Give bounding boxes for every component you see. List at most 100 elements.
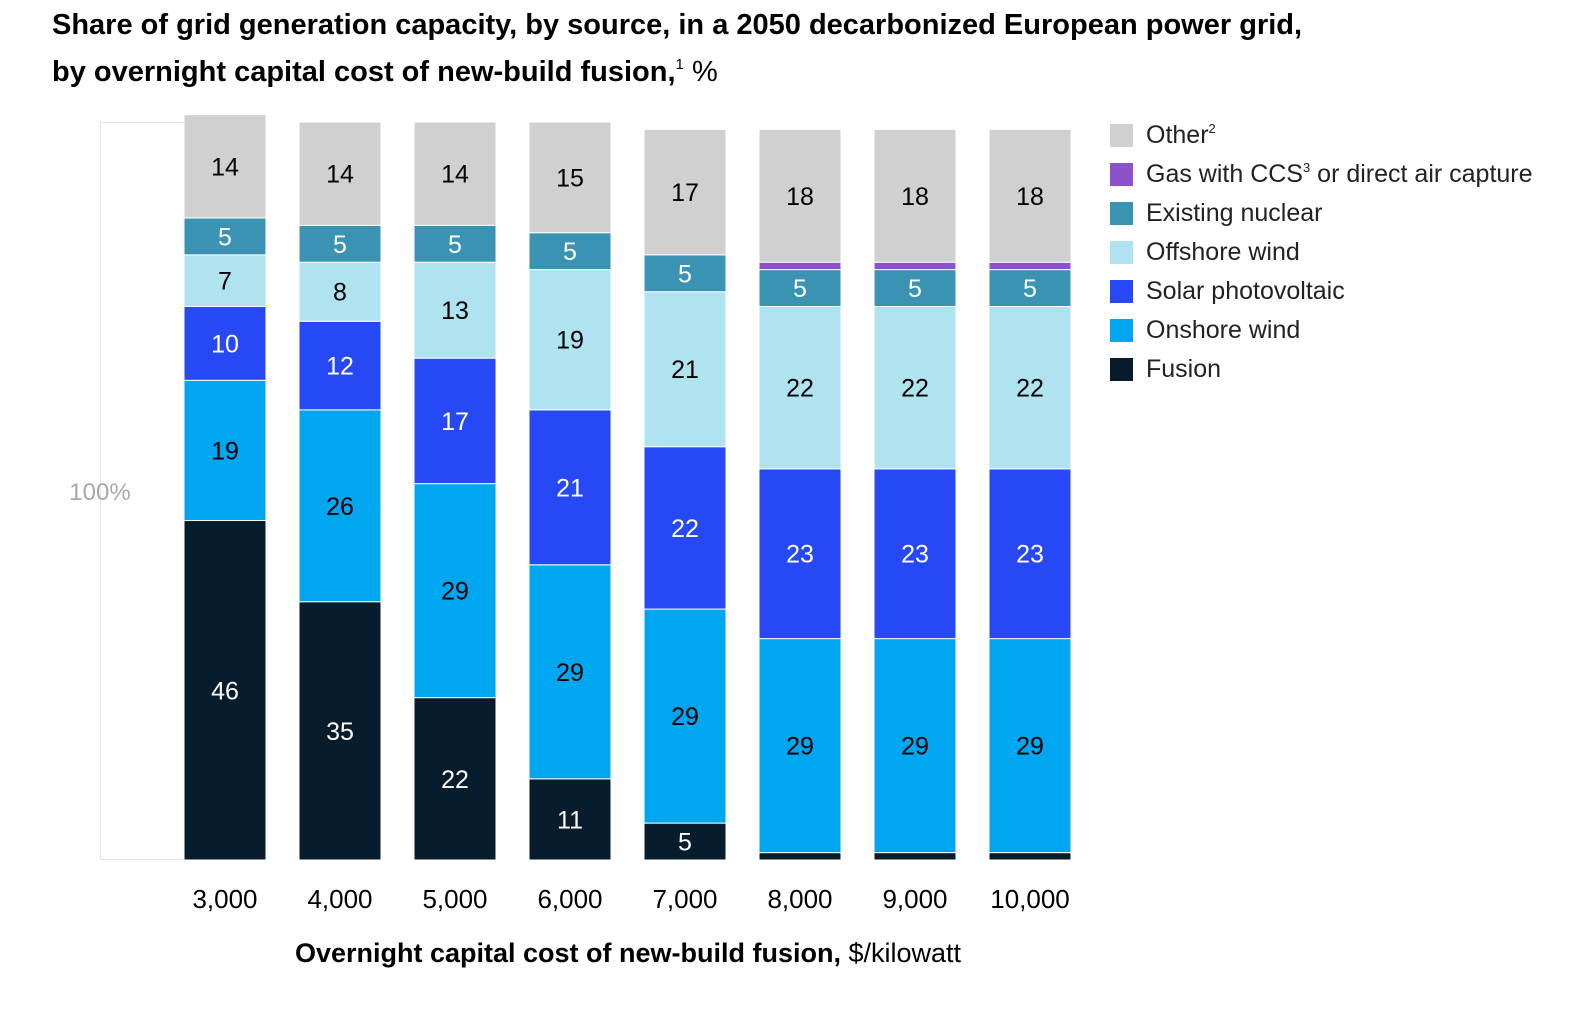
legend-swatch-gas-ccs bbox=[1110, 163, 1133, 186]
bar-offshore-wind-10-000 bbox=[988, 306, 1072, 470]
bar-other-4-000-label: 14 bbox=[326, 161, 354, 189]
bar-offshore-wind-6-000 bbox=[528, 269, 612, 411]
bar-fusion-8-000 bbox=[758, 852, 842, 861]
bar-offshore-wind-5-000-label: 13 bbox=[441, 297, 469, 325]
bar-other-10-000-label: 18 bbox=[1016, 183, 1044, 211]
legend-item-gas-ccs: Gas with CCS3 or direct air capture bbox=[1110, 155, 1533, 194]
legend-label-onshore-wind: Onshore wind bbox=[1146, 316, 1301, 344]
bar-fusion-7-000-label: 5 bbox=[678, 829, 692, 857]
bar-existing-nuclear-6-000 bbox=[528, 232, 612, 271]
bar-other-6-000 bbox=[528, 121, 612, 234]
bar-fusion-4-000 bbox=[298, 601, 382, 861]
bar-onshore-wind-3-000-label: 19 bbox=[211, 437, 239, 465]
bar-existing-nuclear-7-000 bbox=[643, 254, 727, 293]
x-axis-title-bold: Overnight capital cost of new-build fusi… bbox=[294, 938, 841, 968]
bar-onshore-wind-7-000 bbox=[643, 608, 727, 824]
bar-other-5-000 bbox=[413, 121, 497, 226]
bar-existing-nuclear-3-000-label: 5 bbox=[218, 223, 232, 251]
reference-100-label: 100% bbox=[69, 479, 130, 506]
bar-onshore-wind-8-000-label: 29 bbox=[786, 733, 814, 761]
bar-fusion-6-000-label: 11 bbox=[557, 806, 583, 834]
bar-existing-nuclear-7-000-label: 5 bbox=[678, 260, 692, 288]
bar-offshore-wind-3-000-label: 7 bbox=[218, 268, 232, 296]
legend-label-gas-ccs: Gas with CCS bbox=[1146, 160, 1303, 188]
bar-solar-photovoltaic-4-000 bbox=[298, 320, 382, 411]
x-tick-4-000: 4,000 bbox=[307, 884, 372, 914]
bar-other-7-000-label: 17 bbox=[671, 179, 699, 207]
chart-title: Share of grid generation capacity, by so… bbox=[52, 6, 1532, 92]
bar-onshore-wind-6-000-label: 29 bbox=[556, 659, 584, 687]
bar-other-5-000-label: 14 bbox=[441, 161, 469, 189]
bar-existing-nuclear-5-000 bbox=[413, 224, 497, 263]
bar-existing-nuclear-6-000-label: 5 bbox=[563, 238, 577, 266]
bar-offshore-wind-9-000-label: 22 bbox=[901, 375, 929, 403]
legend-label-offshore-wind: Offshore wind bbox=[1146, 238, 1300, 266]
legend-label-fusion: Fusion bbox=[1146, 355, 1222, 383]
bar-fusion-10-000 bbox=[988, 852, 1072, 861]
legend-label-gas-ccs-suffix: or direct air capture bbox=[1310, 160, 1533, 188]
bar-offshore-wind-4-000-label: 8 bbox=[333, 279, 347, 307]
x-axis-title-unit: $/kilowatt bbox=[848, 938, 962, 968]
title-line-2: by overnight capital cost of new-build f… bbox=[52, 56, 676, 88]
bar-other-3-000-label: 14 bbox=[211, 153, 239, 181]
bar-onshore-wind-5-000-label: 29 bbox=[441, 578, 469, 606]
legend-item-other: Other2 bbox=[1110, 116, 1533, 155]
bar-existing-nuclear-3-000 bbox=[183, 217, 267, 256]
bar-solar-photovoltaic-10-000-label: 23 bbox=[1016, 541, 1044, 569]
bar-offshore-wind-10-000-label: 22 bbox=[1016, 375, 1044, 403]
bar-existing-nuclear-4-000-label: 5 bbox=[333, 231, 347, 259]
bar-existing-nuclear-8-000-label: 5 bbox=[793, 275, 807, 303]
bar-existing-nuclear-4-000 bbox=[298, 224, 382, 263]
x-tick-6-000: 6,000 bbox=[537, 884, 602, 914]
legend-label-existing-nuclear: Existing nuclear bbox=[1146, 199, 1323, 227]
bar-solar-photovoltaic-6-000 bbox=[528, 409, 612, 566]
legend-swatch-existing-nuclear bbox=[1110, 202, 1133, 225]
bar-other-9-000 bbox=[873, 128, 957, 263]
title-footnote: 1 bbox=[675, 56, 684, 73]
bar-onshore-wind-10-000-label: 29 bbox=[1016, 733, 1044, 761]
bar-offshore-wind-4-000 bbox=[298, 261, 382, 322]
legend-label-other: Other bbox=[1146, 121, 1209, 149]
bar-onshore-wind-6-000 bbox=[528, 564, 612, 780]
bar-onshore-wind-8-000 bbox=[758, 638, 842, 854]
stacked-bar-chart: 100% 46 19 10 7 5 14 3,000 35 26 12 8 5 14 4,000 22 29 17… bbox=[69, 114, 1072, 914]
bar-onshore-wind-7-000-label: 29 bbox=[671, 703, 699, 731]
bar-fusion-3-000-label: 46 bbox=[211, 677, 239, 705]
bar-solar-photovoltaic-3-000-label: 10 bbox=[211, 330, 239, 358]
bar-existing-nuclear-10-000 bbox=[988, 269, 1072, 308]
bar-offshore-wind-6-000-label: 19 bbox=[556, 327, 584, 355]
bar-other-6-000-label: 15 bbox=[556, 164, 584, 192]
x-axis-title: Overnight capital cost of new-build fusi… bbox=[0, 938, 1256, 969]
bar-fusion-5-000-label: 22 bbox=[441, 766, 469, 794]
x-tick-8-000: 8,000 bbox=[767, 884, 832, 914]
legend-footnote-gas-ccs: 3 bbox=[1302, 160, 1311, 175]
bar-existing-nuclear-9-000-label: 5 bbox=[908, 275, 922, 303]
bar-other-8-000 bbox=[758, 128, 842, 263]
bar-offshore-wind-7-000 bbox=[643, 291, 727, 448]
bar-solar-photovoltaic-8-000 bbox=[758, 468, 842, 640]
bar-solar-photovoltaic-10-000 bbox=[988, 468, 1072, 640]
legend-swatch-other bbox=[1110, 124, 1133, 147]
bar-solar-photovoltaic-5-000 bbox=[413, 357, 497, 485]
bar-onshore-wind-9-000-label: 29 bbox=[901, 733, 929, 761]
title-unit: % bbox=[691, 56, 718, 88]
bar-offshore-wind-7-000-label: 21 bbox=[671, 356, 699, 384]
legend-item-solar-pv: Solar photovoltaic bbox=[1110, 272, 1533, 311]
bar-fusion-4-000-label: 35 bbox=[326, 718, 354, 746]
bar-offshore-wind-8-000-label: 22 bbox=[786, 375, 814, 403]
bar-solar-photovoltaic-7-000-label: 22 bbox=[671, 515, 699, 543]
bar-offshore-wind-5-000 bbox=[413, 261, 497, 359]
x-tick-5-000: 5,000 bbox=[422, 884, 487, 914]
legend-item-fusion: Fusion bbox=[1110, 350, 1533, 389]
bar-solar-photovoltaic-7-000 bbox=[643, 446, 727, 610]
bar-gas-with-ccs-or-direct-air-capture-10-000 bbox=[988, 261, 1072, 271]
bar-onshore-wind-5-000 bbox=[413, 483, 497, 699]
bar-gas-with-ccs-or-direct-air-capture-9-000 bbox=[873, 261, 957, 271]
bar-solar-photovoltaic-9-000 bbox=[873, 468, 957, 640]
bar-offshore-wind-8-000 bbox=[758, 306, 842, 470]
legend-swatch-onshore-wind bbox=[1110, 319, 1133, 342]
x-tick-9-000: 9,000 bbox=[882, 884, 947, 914]
bar-solar-photovoltaic-4-000-label: 12 bbox=[326, 353, 354, 381]
x-tick-3-000: 3,000 bbox=[192, 884, 257, 914]
reference-100-bar bbox=[100, 122, 185, 860]
